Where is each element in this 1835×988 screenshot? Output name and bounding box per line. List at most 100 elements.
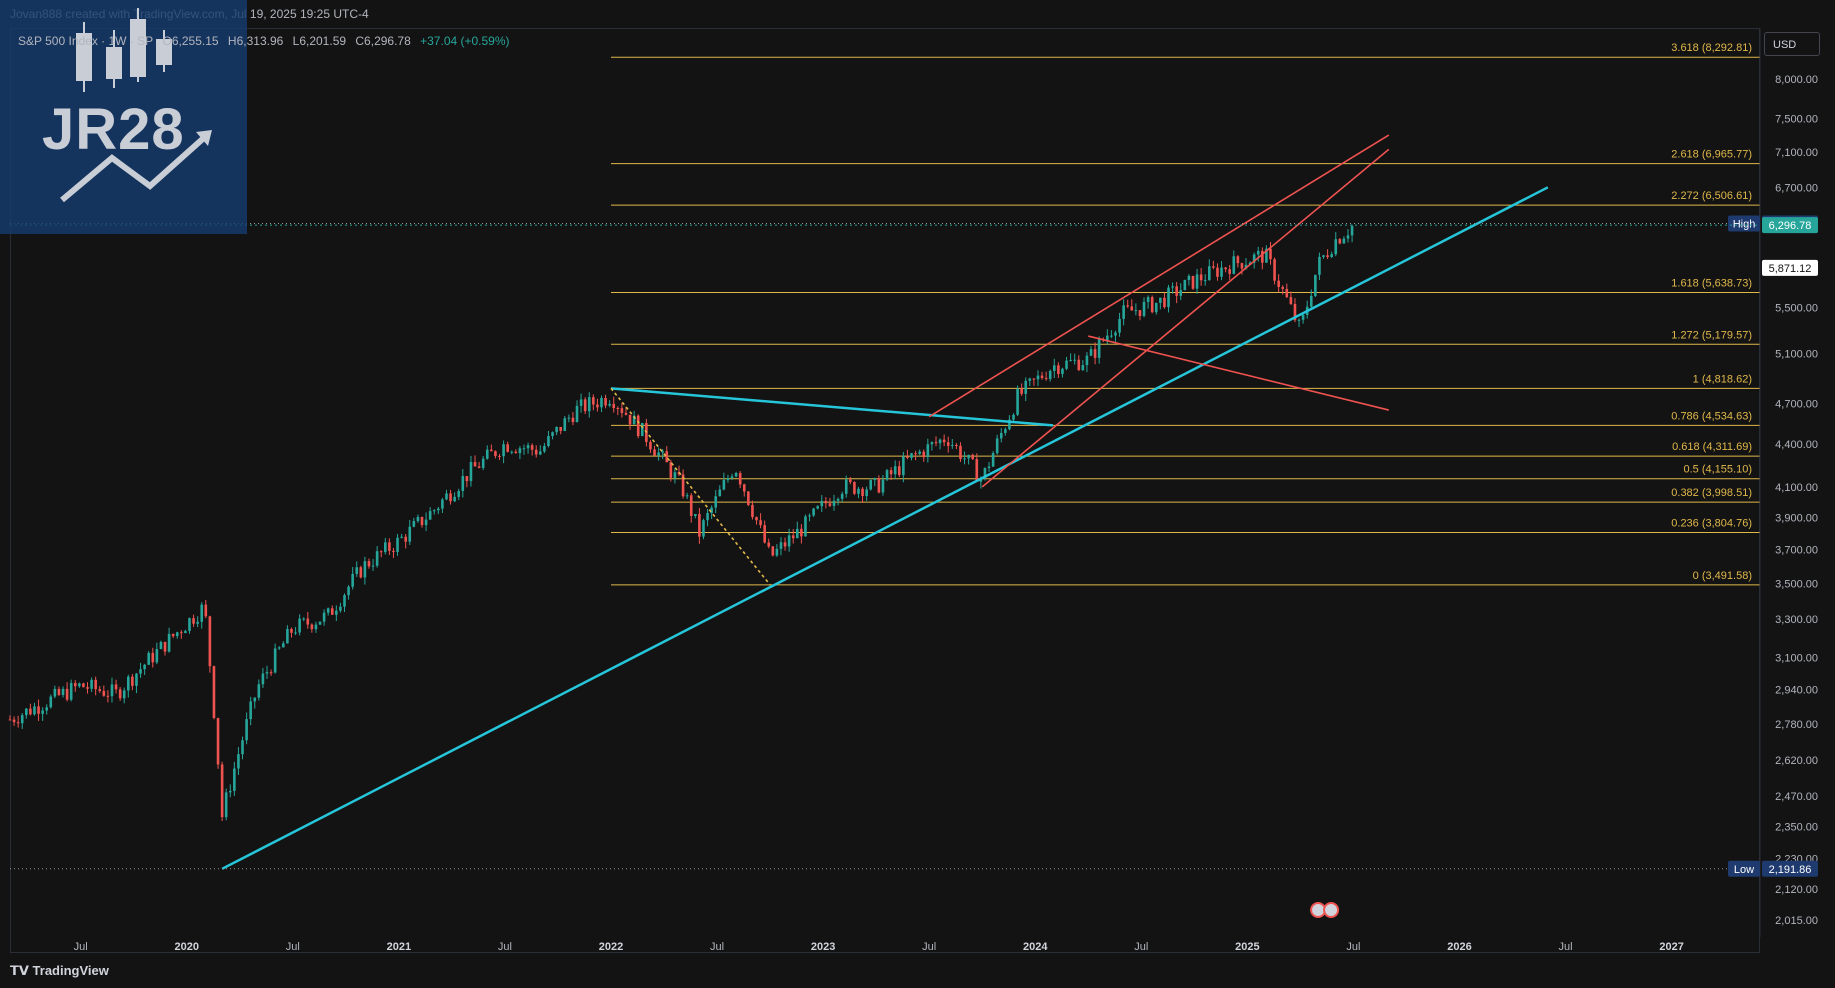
candle-body [1179, 290, 1183, 296]
candle-body [1032, 378, 1036, 380]
candle-body [885, 470, 889, 480]
candle-body [1187, 275, 1191, 280]
candle-body [388, 542, 391, 551]
change-value: +37.04 (+0.59%) [420, 34, 510, 48]
y-tick-label: 4,100.00 [1775, 482, 1818, 494]
trendline [610, 387, 771, 586]
candle-body [363, 561, 367, 578]
x-tick-label: Jul [1134, 941, 1148, 953]
fib-level-label: 0 (3,491.58) [1693, 570, 1752, 582]
footer: 𝗧𝗩 TradingView [0, 953, 1835, 988]
candle-body [1073, 359, 1076, 361]
candle-body [167, 633, 171, 652]
symbol-label: S&P 500 Index · 1W · SP [18, 34, 154, 48]
candle-body [355, 567, 359, 574]
candle-body [298, 618, 301, 633]
candle-body [1195, 274, 1199, 289]
candle-body [877, 478, 881, 493]
candle-body [265, 672, 269, 674]
candle-body [751, 504, 754, 518]
candle-body [995, 438, 999, 454]
fibonacci-levels: 3.618 (8,292.81) 2.618 (6,965.77) 2.272 (6… [611, 42, 1760, 586]
candle-body [118, 689, 122, 699]
candle-body [1216, 267, 1219, 277]
candle-body [661, 451, 664, 453]
candle-body [1077, 359, 1081, 371]
candle-body [371, 565, 375, 567]
candle-body [914, 453, 917, 455]
candle-body [547, 436, 550, 446]
candle-body [347, 586, 350, 596]
candle-body [926, 444, 930, 458]
candle-body [192, 618, 195, 624]
candle-body [114, 684, 118, 690]
candle-body [1301, 314, 1305, 320]
candle-body [1008, 419, 1011, 430]
candle-body [1130, 306, 1134, 311]
candle-body [1150, 297, 1154, 313]
candle-body [1265, 248, 1268, 263]
us-flag-icon [1325, 904, 1338, 916]
candle-body [277, 647, 281, 649]
candle-body [49, 696, 53, 708]
candle-body [653, 449, 656, 456]
fib-level-label: 0.382 (3,998.51) [1671, 487, 1752, 499]
candle-body [775, 548, 779, 556]
candle-body [253, 697, 257, 702]
candle-body [155, 649, 159, 663]
candle-body [175, 632, 179, 637]
y-tick-label: 2,350.00 [1775, 821, 1818, 833]
candle-body [481, 458, 485, 468]
candle-body [1097, 339, 1101, 358]
candle-body [1297, 319, 1301, 321]
candle-body [918, 451, 921, 454]
candle-body [669, 462, 673, 478]
price-tag-name-bg [1728, 215, 1760, 232]
candle-body [420, 516, 424, 526]
candle-body [306, 618, 310, 625]
price-tag-value: 2,191.86 [1769, 864, 1812, 876]
candle-body [86, 687, 89, 689]
ohlc-legend: S&P 500 Index · 1W · SP O6,255.15 H6,313… [18, 34, 516, 48]
x-tick-label: 2026 [1447, 941, 1471, 953]
candle-body [37, 706, 40, 714]
price-axis-bg [1760, 28, 1835, 953]
tradingview-brand: 𝗧𝗩 TradingView [10, 963, 109, 979]
candle-body [180, 632, 183, 634]
candle-body [204, 604, 208, 617]
candle-body [1040, 375, 1044, 379]
candle-body [702, 520, 705, 537]
candle-body [465, 476, 469, 482]
x-tick-label: Jul [286, 941, 300, 953]
candle-body [1024, 380, 1028, 394]
candle-body [241, 740, 244, 755]
candle-body [889, 470, 893, 475]
candle-body [698, 514, 701, 537]
y-tick-label: 2,120.00 [1775, 884, 1818, 896]
candle-body [718, 489, 722, 497]
candle-body [184, 630, 187, 634]
candle-body [608, 403, 611, 406]
fib-level-label: 1 (4,818.62) [1693, 373, 1752, 385]
candle-body [424, 519, 428, 526]
candle-body [791, 535, 795, 539]
candle-body [82, 683, 85, 688]
candle-body [294, 632, 297, 634]
candle-body [861, 488, 864, 497]
candle-body [1138, 310, 1142, 316]
y-tick-label: 2,940.00 [1775, 685, 1818, 697]
candle-body [522, 448, 526, 450]
candle-body [910, 453, 913, 458]
candle-body [1289, 297, 1293, 304]
candle-body [335, 610, 338, 615]
fib-level-label: 0.236 (3,804.76) [1671, 517, 1752, 529]
candle-body [906, 456, 909, 458]
y-tick-label: 7,100.00 [1775, 147, 1818, 159]
currency-selector[interactable]: USD [1764, 32, 1820, 56]
candle-body [616, 408, 620, 410]
candle-body [318, 621, 322, 625]
candle-body [759, 520, 762, 526]
x-tick-label: 2023 [811, 941, 835, 953]
